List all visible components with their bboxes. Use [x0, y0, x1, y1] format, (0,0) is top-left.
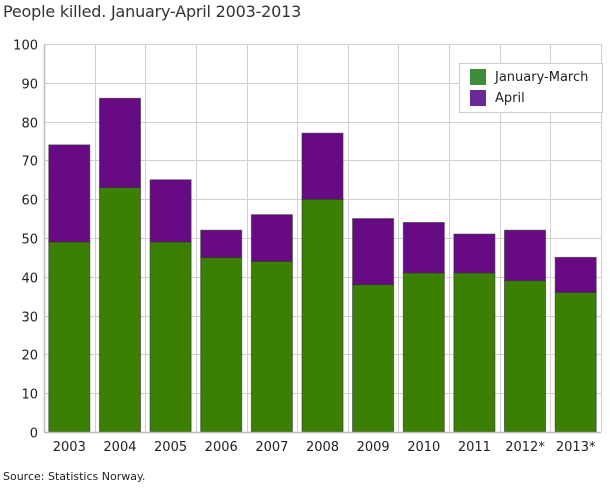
- y-tick-label: 10: [21, 388, 38, 403]
- legend-swatch-april: [470, 90, 486, 106]
- x-tick-label: 2007: [255, 440, 288, 455]
- legend-swatch-january-march: [470, 69, 486, 85]
- legend-item-january-march: January-March: [470, 69, 588, 85]
- chart-title: People killed. January-April 2003-2013: [3, 2, 302, 21]
- bar-segment-april: [504, 229, 546, 282]
- x-tick-label: 2006: [205, 440, 238, 455]
- x-tick-label: 2005: [154, 440, 187, 455]
- bars: [48, 97, 597, 433]
- y-tick-label: 90: [21, 78, 38, 93]
- y-tick-label: 50: [21, 233, 38, 248]
- y-tick-label: 80: [21, 117, 38, 132]
- bar-segment-january-march: [48, 241, 91, 433]
- bar-segment-january-march: [352, 284, 395, 433]
- x-tick-label: 2013*: [556, 440, 596, 455]
- bar-segment-january-march: [99, 187, 141, 433]
- bar-segment-april: [250, 214, 293, 262]
- x-tick-label: 2009: [357, 440, 390, 455]
- bar-segment-january-march: [200, 256, 243, 433]
- legend-label: January-March: [495, 69, 589, 85]
- bar-segment-april: [554, 256, 597, 293]
- x-tick-label: 2003: [53, 440, 86, 455]
- bar-segment-april: [200, 229, 243, 258]
- legend-label: April: [495, 90, 525, 106]
- bar-segment-april: [149, 179, 192, 243]
- bar-segment-january-march: [301, 198, 344, 433]
- bar-segment-april: [301, 132, 344, 200]
- x-tick-label: 2004: [103, 440, 136, 455]
- x-tick-label: 2011: [458, 440, 491, 455]
- bar-segment-january-march: [504, 280, 546, 433]
- legend-item-april: April: [470, 90, 525, 106]
- bar-segment-april: [402, 222, 445, 274]
- y-tick-label: 60: [21, 194, 38, 209]
- x-tick-label: 2010: [407, 440, 440, 455]
- bar-segment-april: [99, 97, 141, 188]
- axes: 0 10 20 30 40 50 60 70 80 90 100 2003 2004 2005 2006 20…: [13, 39, 601, 455]
- bar-segment-april: [453, 233, 496, 274]
- y-tick-label: 20: [21, 349, 38, 364]
- bar-segment-january-march: [250, 260, 293, 433]
- y-tick-label: 100: [13, 39, 38, 54]
- source-note: Source: Statistics Norway.: [3, 470, 146, 483]
- y-tick-label: 70: [21, 155, 38, 170]
- y-tick-label: 40: [21, 272, 38, 287]
- bar-segment-january-march: [453, 272, 496, 433]
- bar-segment-january-march: [554, 291, 597, 433]
- y-tick-label: 30: [21, 311, 38, 326]
- bar-segment-january-march: [149, 241, 192, 433]
- bar-segment-april: [352, 218, 395, 286]
- legend: January-March April: [459, 63, 603, 113]
- bar-segment-january-march: [402, 272, 445, 433]
- y-tick-label: 0: [30, 427, 38, 442]
- x-tick-label: 2008: [306, 440, 339, 455]
- x-tick-label: 2012*: [505, 440, 545, 455]
- bar-segment-april: [48, 144, 91, 243]
